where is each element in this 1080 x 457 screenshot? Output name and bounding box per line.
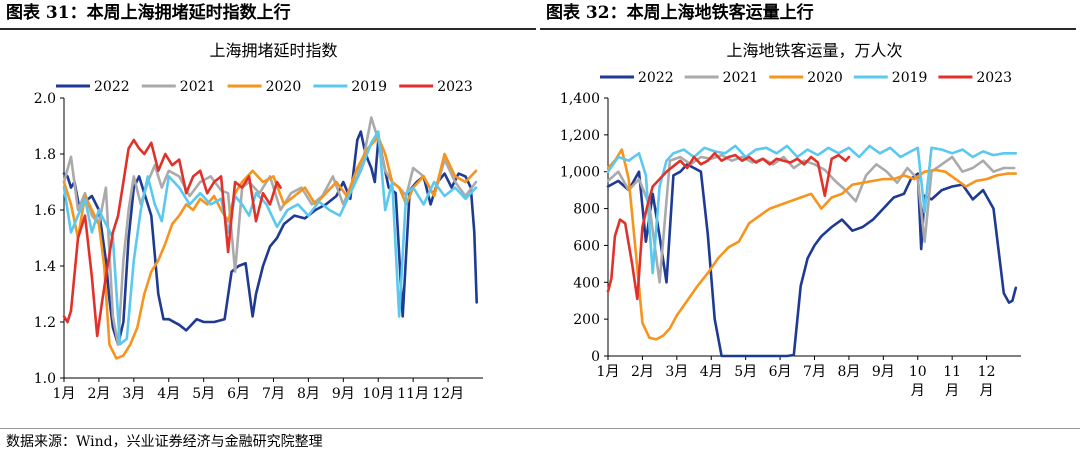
legend-label-2022: 2022 (638, 70, 674, 86)
series-line-2023 (606, 152, 851, 301)
y-tick-label: 600 (573, 238, 600, 254)
x-tick-label: 7月 (803, 364, 826, 380)
legend-label-2019: 2019 (892, 70, 928, 86)
legend: 2022 2021 2020 2019 2023 (56, 79, 473, 95)
x-tick-label: 6月 (227, 386, 250, 402)
congestion-index-chart: 上海拥堵延时指数 2022 2021 2020 2019 2023 1.0 1.2 1.4 1.6… (34, 41, 483, 402)
y-tick-label: 1.6 (34, 203, 56, 219)
x-tick-label: 12月 (432, 386, 464, 402)
legend-label-2019: 2019 (351, 79, 387, 95)
x-tick-label: 1月 (597, 364, 620, 380)
x-tick-label: 6月 (769, 364, 792, 380)
y-tick-label: 0 (591, 349, 600, 365)
y-tick-label: 200 (573, 312, 600, 328)
title-rule (540, 28, 1076, 30)
legend-label-2020: 2020 (807, 70, 843, 86)
legend-label-2023: 2023 (976, 70, 1012, 86)
x-tick-label: 1月 (53, 386, 76, 402)
series-line-2021 (606, 153, 1016, 284)
x-tick-label: 2月 (87, 386, 110, 402)
x-tick-label: 9月 (872, 364, 895, 380)
x-tick-label: 4月 (700, 364, 723, 380)
legend-label-2023: 2023 (437, 79, 473, 95)
x-tick-label: 3月 (665, 364, 688, 380)
chart-panel-left: 图表 31：本周上海拥堵延时指数上行 上海拥堵延时指数 2022 2021 2020 2… (0, 0, 540, 430)
legend-label-2022: 2022 (94, 79, 130, 95)
x-tick-label: 8月 (297, 386, 320, 402)
y-tick-label: 1,400 (560, 91, 600, 107)
series-line-2019 (62, 130, 478, 346)
metro-ridership-chart: 上海地铁客运量，万人次 2022 2021 2020 2019 2023 0 200 400 60… (560, 41, 1021, 399)
x-tick-label: 3月 (122, 386, 145, 402)
y-tick-label: 1.0 (34, 371, 56, 387)
x-tick-label: 2月 (631, 364, 654, 380)
chart-title: 上海地铁客运量，万人次 (726, 41, 902, 60)
x-tick-label: 5月 (734, 364, 757, 380)
legend-label-2021: 2021 (180, 79, 216, 95)
legend: 2022 2021 2020 2019 2023 (600, 70, 1012, 86)
title-rule (0, 28, 536, 30)
x-tick-label: 5月 (192, 386, 215, 402)
y-tick-label: 1.2 (34, 315, 56, 331)
x-tick-label: 9月 (332, 386, 355, 402)
legend-label-2020: 2020 (266, 79, 302, 95)
series-line-2021 (62, 116, 478, 346)
y-tick-label: 1,000 (560, 165, 600, 181)
series-line-2022 (606, 163, 1018, 358)
y-tick-label: 1,200 (560, 128, 600, 144)
x-tick-label: 7月 (262, 386, 285, 402)
x-tick-label: 8月 (837, 364, 860, 380)
chart-panel-right: 图表 32：本周上海地铁客运量上行 上海地铁客运量，万人次 2022 2021 202… (540, 0, 1080, 430)
series-line-2019 (606, 144, 1018, 275)
legend-label-2021: 2021 (723, 70, 759, 86)
y-tick-label: 800 (573, 202, 600, 218)
x-tick-label: 10月 (362, 386, 394, 402)
x-tick-label: 4月 (157, 386, 180, 402)
figure-title-31: 图表 31：本周上海拥堵延时指数上行 (6, 3, 291, 23)
source-rule (0, 428, 1080, 429)
y-tick-label: 1.8 (34, 147, 56, 163)
y-tick-label: 2.0 (34, 91, 56, 107)
y-tick-label: 1.4 (34, 259, 56, 275)
series-line-2020 (606, 148, 1018, 341)
figure-title-32: 图表 32：本周上海地铁客运量上行 (546, 3, 814, 23)
y-tick-label: 400 (573, 275, 600, 291)
chart-title: 上海拥堵延时指数 (209, 41, 337, 60)
series-line-2023 (62, 138, 282, 338)
source-note: 数据来源：Wind，兴业证券经济与金融研究院整理 (6, 434, 323, 450)
x-tick-label: 11月 (397, 386, 429, 402)
